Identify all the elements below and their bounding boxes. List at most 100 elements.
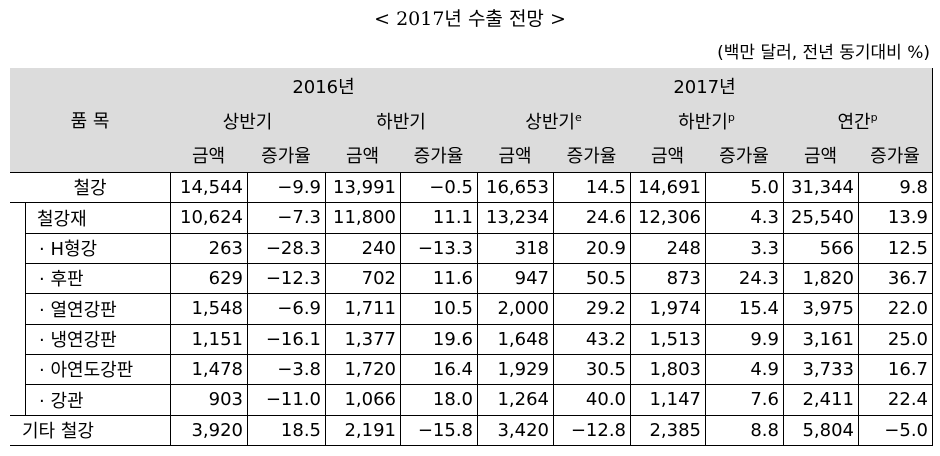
period-label: 하반기 bbox=[376, 111, 426, 133]
cell-value: 3,975 bbox=[783, 293, 859, 325]
period-header: 연간p bbox=[783, 103, 933, 139]
cell-value: −3.8 bbox=[247, 354, 326, 385]
cell-value: 11.6 bbox=[400, 263, 478, 294]
column-header: 증가율 bbox=[705, 138, 784, 173]
cell-value: 24.6 bbox=[553, 202, 631, 234]
cell-value: 9.9 bbox=[705, 324, 784, 355]
column-header: 금액 bbox=[477, 138, 554, 173]
cell-value: 1,147 bbox=[630, 384, 706, 416]
cell-value: 1,820 bbox=[783, 263, 859, 294]
cell-value: −0.5 bbox=[400, 172, 478, 203]
row-label: · 후판 bbox=[25, 263, 171, 294]
row-label: · 아연도강판 bbox=[25, 354, 171, 385]
cell-value: −16.1 bbox=[247, 324, 326, 355]
cell-value: 43.2 bbox=[553, 324, 631, 355]
cell-value: −9.9 bbox=[247, 172, 326, 203]
cell-value: 1,264 bbox=[477, 384, 554, 416]
cell-value: 1,974 bbox=[630, 293, 706, 325]
cell-value: 18.0 bbox=[400, 384, 478, 416]
row-label: 기타 철강 bbox=[10, 415, 171, 446]
cell-value: 2,385 bbox=[630, 415, 706, 446]
cell-value: 1,720 bbox=[325, 354, 401, 385]
cell-value: −13.3 bbox=[400, 233, 478, 264]
period-label: 연간p bbox=[837, 110, 878, 133]
cell-value: 240 bbox=[325, 233, 401, 264]
cell-value: 1,929 bbox=[477, 354, 554, 385]
cell-value: 263 bbox=[170, 233, 248, 264]
cell-value: −12.3 bbox=[247, 263, 326, 294]
row-label: · H형강 bbox=[25, 233, 171, 264]
column-header: 증가율 bbox=[400, 138, 478, 173]
cell-value: 11,800 bbox=[325, 202, 401, 234]
cell-value: 4.3 bbox=[705, 202, 784, 234]
cell-value: 25,540 bbox=[783, 202, 859, 234]
cell-value: 318 bbox=[477, 233, 554, 264]
period-label: 상반기 bbox=[222, 111, 273, 133]
cell-value: 29.2 bbox=[553, 293, 631, 325]
cell-value: 1,066 bbox=[325, 384, 401, 416]
cell-value: 1,548 bbox=[170, 293, 248, 325]
period-header: 하반기p bbox=[630, 103, 784, 139]
cell-value: 903 bbox=[170, 384, 248, 416]
unit-note: (백만 달러, 전년 동기대비 %) bbox=[717, 43, 930, 63]
cell-value: 36.7 bbox=[858, 263, 933, 294]
cell-value: 15.4 bbox=[705, 293, 784, 325]
cell-value: −6.9 bbox=[247, 293, 326, 325]
cell-value: 19.6 bbox=[400, 324, 478, 355]
cell-value: 1,648 bbox=[477, 324, 554, 355]
row-label: 철강 bbox=[10, 172, 171, 203]
cell-value: 50.5 bbox=[553, 263, 631, 294]
cell-value: 12.5 bbox=[858, 233, 933, 264]
cell-value: 1,377 bbox=[325, 324, 401, 355]
period-note: p bbox=[870, 110, 878, 124]
cell-value: −15.8 bbox=[400, 415, 478, 446]
cell-value: 947 bbox=[477, 263, 554, 294]
cell-value: 702 bbox=[325, 263, 401, 294]
cell-value: 22.4 bbox=[858, 384, 933, 416]
year-header: 2017년 bbox=[477, 68, 933, 104]
period-header: 상반기 bbox=[170, 103, 326, 139]
cell-value: 2,411 bbox=[783, 384, 859, 416]
cell-value: 3,161 bbox=[783, 324, 859, 355]
cell-value: 16,653 bbox=[477, 172, 554, 203]
cell-value: 1,151 bbox=[170, 324, 248, 355]
cell-value: 40.0 bbox=[553, 384, 631, 416]
cell-value: −11.0 bbox=[247, 384, 326, 416]
column-header: 금액 bbox=[170, 138, 248, 173]
cell-value: 1,803 bbox=[630, 354, 706, 385]
cell-value: 5.0 bbox=[705, 172, 784, 203]
period-header: 하반기 bbox=[325, 103, 478, 139]
cell-value: 18.5 bbox=[247, 415, 326, 446]
cell-value: 5,804 bbox=[783, 415, 859, 446]
cell-value: 1,711 bbox=[325, 293, 401, 325]
row-label: · 냉연강판 bbox=[25, 324, 171, 355]
cell-value: 1,478 bbox=[170, 354, 248, 385]
cell-value: 629 bbox=[170, 263, 248, 294]
row-label: · 강관 bbox=[25, 384, 171, 416]
cell-value: 20.9 bbox=[553, 233, 631, 264]
cell-value: 16.4 bbox=[400, 354, 478, 385]
cell-value: 7.6 bbox=[705, 384, 784, 416]
cell-value: 3,420 bbox=[477, 415, 554, 446]
cell-value: 13.9 bbox=[858, 202, 933, 234]
period-header: 상반기e bbox=[477, 103, 631, 139]
cell-value: 25.0 bbox=[858, 324, 933, 355]
cell-value: −12.8 bbox=[553, 415, 631, 446]
cell-value: 14,544 bbox=[170, 172, 248, 203]
year-header: 2016년 bbox=[170, 68, 478, 104]
column-header: 증가율 bbox=[247, 138, 326, 173]
column-header: 금액 bbox=[783, 138, 859, 173]
cell-value: 2,000 bbox=[477, 293, 554, 325]
cell-value: 3,733 bbox=[783, 354, 859, 385]
period-label: 상반기e bbox=[525, 110, 582, 133]
cell-value: 1,513 bbox=[630, 324, 706, 355]
cell-value: 873 bbox=[630, 263, 706, 294]
column-header: 증가율 bbox=[553, 138, 631, 173]
cell-value: 13,991 bbox=[325, 172, 401, 203]
column-header: 증가율 bbox=[858, 138, 933, 173]
cell-value: −28.3 bbox=[247, 233, 326, 264]
cell-value: 8.8 bbox=[705, 415, 784, 446]
cell-value: 4.9 bbox=[705, 354, 784, 385]
cell-value: 10.5 bbox=[400, 293, 478, 325]
